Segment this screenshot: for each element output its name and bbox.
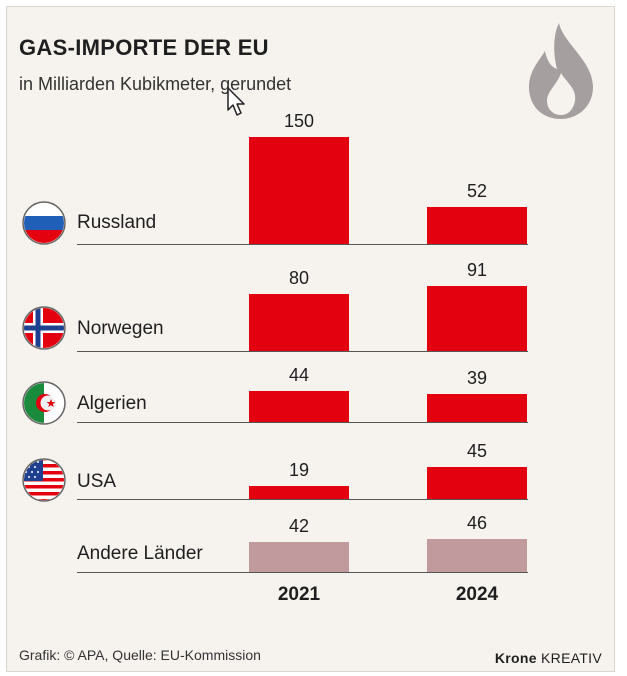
row-baseline-norwegen	[77, 351, 528, 352]
row-baseline-algerien	[77, 422, 528, 423]
mouse-pointer-icon	[227, 87, 245, 116]
value-label-andere-laender-2021: 42	[288, 516, 310, 536]
category-label-andere-laender: Andere Länder	[77, 543, 203, 564]
value-label-usa-2021: 19	[288, 460, 310, 480]
value-label-usa-2024: 45	[466, 441, 488, 461]
chart-title: GAS-IMPORTE DER EU	[19, 35, 269, 60]
category-label-usa: USA	[77, 471, 117, 492]
source-credit: Grafik: © APA, Quelle: EU-Kommission	[19, 647, 261, 663]
value-label-algerien-2024: 39	[466, 368, 488, 388]
bar-algerien-2021	[249, 391, 349, 422]
brand-logo: Krone KREATIV	[495, 650, 602, 666]
bar-russland-2021	[249, 137, 349, 244]
flag-norway-icon	[22, 306, 66, 350]
category-label-algerien: Algerien	[77, 393, 147, 414]
row-baseline-usa	[77, 499, 528, 500]
brand-suffix: KREATIV	[536, 650, 602, 666]
brand-name: Krone	[494, 650, 537, 666]
chart-subtitle: in Milliarden Kubikmeter, gerundet	[19, 74, 292, 94]
row-baseline-russland	[77, 244, 528, 245]
flag-algeria-icon	[22, 381, 66, 425]
bar-andere-laender-2024	[427, 539, 527, 572]
value-label-norwegen-2021: 80	[288, 268, 310, 288]
value-label-andere-laender-2024: 46	[466, 513, 488, 533]
value-label-algerien-2021: 44	[288, 365, 310, 385]
year-label-2021: 2021	[277, 584, 321, 605]
value-label-russland-2024: 52	[466, 181, 488, 201]
flame-icon	[529, 23, 593, 119]
bar-usa-2021	[249, 486, 349, 499]
bar-norwegen-2024	[427, 286, 527, 351]
row-baseline-andere-laender	[77, 572, 528, 573]
bar-usa-2024	[427, 467, 527, 499]
bar-andere-laender-2021	[249, 542, 349, 572]
category-label-norwegen: Norwegen	[77, 318, 164, 339]
value-label-russland-2021: 150	[283, 111, 315, 131]
flame-inner	[547, 73, 576, 115]
flag-russia-icon	[22, 201, 66, 245]
bar-russland-2024	[427, 207, 527, 244]
value-label-norwegen-2024: 91	[466, 260, 488, 280]
year-label-2024: 2024	[455, 584, 499, 605]
flag-usa-icon	[22, 458, 66, 502]
category-label-russland: Russland	[77, 212, 157, 233]
chart-panel: GAS-IMPORTE DER EU in Milliarden Kubikme…	[6, 6, 615, 672]
flame-outer	[529, 23, 593, 119]
bar-norwegen-2021	[249, 294, 349, 351]
bar-algerien-2024	[427, 394, 527, 422]
